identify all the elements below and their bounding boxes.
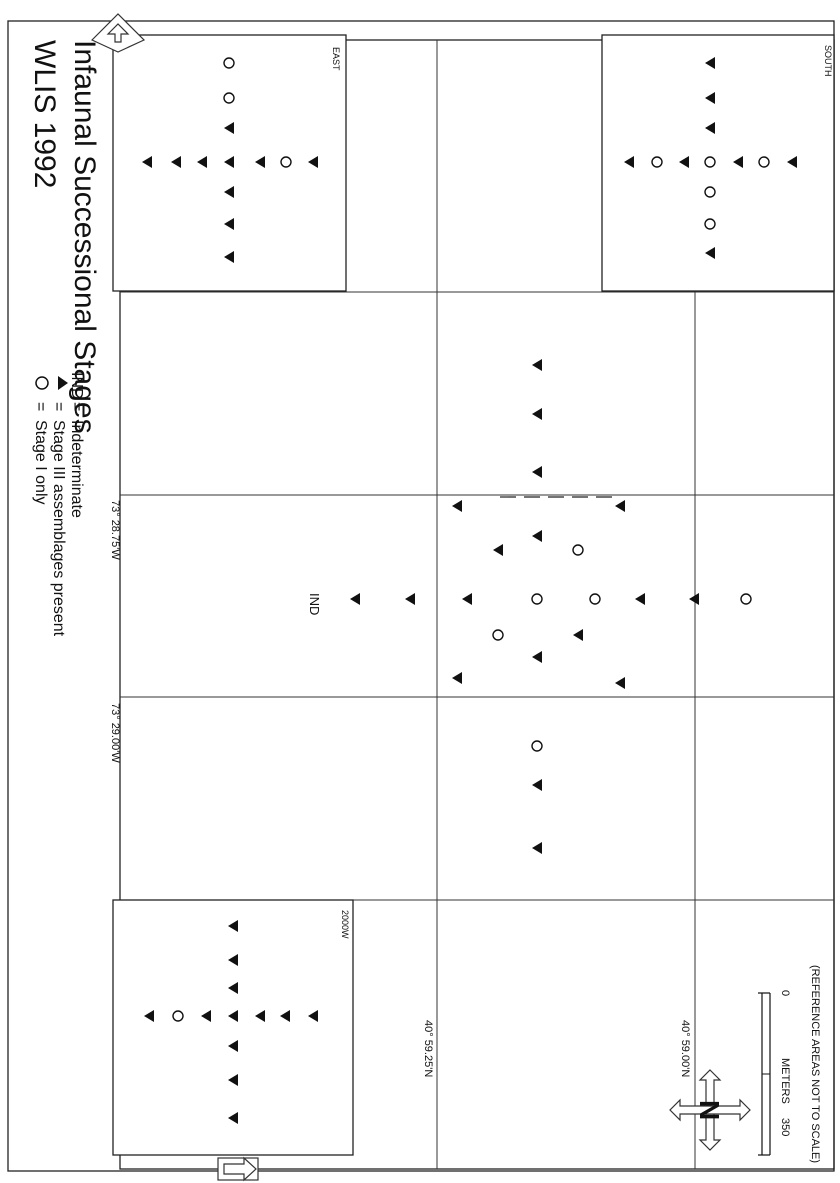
stage-three-marker <box>532 530 542 542</box>
stage-one-marker <box>704 218 716 230</box>
stage-three-marker <box>224 156 234 168</box>
stage-three-marker <box>228 1010 238 1022</box>
stage-three-marker <box>635 593 645 605</box>
stage-one-marker <box>651 156 663 168</box>
stage-three-marker <box>255 1010 265 1022</box>
inset-west <box>112 899 354 1156</box>
stage-three-marker <box>532 466 542 478</box>
stage-three-marker <box>532 842 542 854</box>
stage-three-marker <box>452 672 462 684</box>
stage-three-marker <box>624 156 634 168</box>
stage-one-marker <box>740 593 752 605</box>
stage-three-marker <box>228 982 238 994</box>
stage-three-marker <box>462 593 472 605</box>
north-arrow-icon: N <box>669 1069 751 1151</box>
stage-three-marker <box>350 593 360 605</box>
stage-three-marker <box>144 1010 154 1022</box>
scale-bar: 0 350 METERS (REFERENCE AREAS NOT TO SCA… <box>758 965 821 1163</box>
inset-east-label: EAST <box>331 47 341 71</box>
compass-letter: N <box>694 1100 725 1120</box>
stage-one-marker <box>572 544 584 556</box>
stage-one-marker <box>589 593 601 605</box>
stage-three-marker <box>197 156 207 168</box>
legend-text-3: Indeterminate <box>68 420 85 518</box>
legend-eq-2: = <box>50 402 67 411</box>
stage-three-marker <box>228 1040 238 1052</box>
stage-one-marker <box>172 1010 184 1022</box>
triangle-icon <box>58 376 68 390</box>
stage-three-marker <box>532 651 542 663</box>
lat-label-2: 40° 59.00'N <box>679 1020 691 1077</box>
stage-three-marker <box>171 156 181 168</box>
stage-three-marker <box>493 544 503 556</box>
rotated-layer: WLIS 1992 Infaunal Successional Stages =… <box>28 40 833 1163</box>
stage-one-marker <box>223 57 235 69</box>
stage-three-marker <box>224 122 234 134</box>
stage-one-marker <box>704 156 716 168</box>
stage-three-marker <box>615 500 625 512</box>
stage-three-marker <box>201 1010 211 1022</box>
inset-south <box>601 34 835 292</box>
stage-three-marker <box>532 779 542 791</box>
inset-west-label: 2000W <box>340 910 350 939</box>
stage-one-marker <box>758 156 770 168</box>
lat-label-1: 40° 59.25'N <box>422 1020 434 1077</box>
stage-one-marker <box>531 740 543 752</box>
stage-one-marker <box>492 629 504 641</box>
stage-three-marker <box>142 156 152 168</box>
stage-three-marker <box>224 186 234 198</box>
stage-one-marker <box>531 593 543 605</box>
stage-three-marker <box>705 122 715 134</box>
circle-icon <box>35 376 49 390</box>
stage-three-marker <box>308 1010 318 1022</box>
arrow-right-icon[interactable] <box>90 13 146 53</box>
stage-three-marker <box>689 593 699 605</box>
stage-one-marker <box>280 156 292 168</box>
stage-three-marker <box>255 156 265 168</box>
stage-three-marker <box>705 247 715 259</box>
legend-eq-1: = <box>32 402 49 411</box>
stage-one-marker <box>223 92 235 104</box>
stage-three-marker <box>280 1010 290 1022</box>
lon-label-1: 73° 28.75'W <box>109 500 121 560</box>
scale-end: 350 <box>779 1118 791 1136</box>
stage-three-marker <box>573 629 583 641</box>
stage-three-marker <box>224 251 234 263</box>
stage-three-marker <box>532 359 542 371</box>
stage-three-marker <box>452 500 462 512</box>
lon-label-2: 73° 29.00'W <box>109 703 121 763</box>
scale-start: 0 <box>779 990 791 996</box>
stage-three-marker <box>228 920 238 932</box>
stage-three-marker <box>733 156 743 168</box>
arrow-left-icon[interactable] <box>217 1156 259 1182</box>
stage-three-marker <box>308 156 318 168</box>
stage-one-marker <box>704 186 716 198</box>
inset-south-label: SOUTH <box>823 45 833 77</box>
stage-three-marker <box>228 1074 238 1086</box>
scale-note: (REFERENCE AREAS NOT TO SCALE) <box>809 965 821 1163</box>
ind-label: IND <box>307 593 322 615</box>
map-frame <box>119 39 835 1170</box>
stage-three-marker <box>615 677 625 689</box>
stage-three-marker <box>705 92 715 104</box>
stage-three-marker <box>532 408 542 420</box>
stage-three-marker <box>679 156 689 168</box>
stage-three-marker <box>224 218 234 230</box>
legend-ind: IND <box>68 372 85 400</box>
legend-text-2: Stage III assemblages present <box>50 420 67 637</box>
stage-three-marker <box>228 954 238 966</box>
title-line1: WLIS 1992 <box>28 40 61 188</box>
stage-three-marker <box>705 57 715 69</box>
station-markers <box>142 57 797 1124</box>
legend-text-1: Stage I only <box>32 420 49 505</box>
legend-eq-3: = <box>68 402 85 411</box>
title-line2: Infaunal Successional Stages <box>68 40 101 434</box>
stage-three-marker <box>405 593 415 605</box>
stage-three-marker <box>787 156 797 168</box>
stage-three-marker <box>228 1112 238 1124</box>
scale-units: METERS <box>779 1058 791 1104</box>
